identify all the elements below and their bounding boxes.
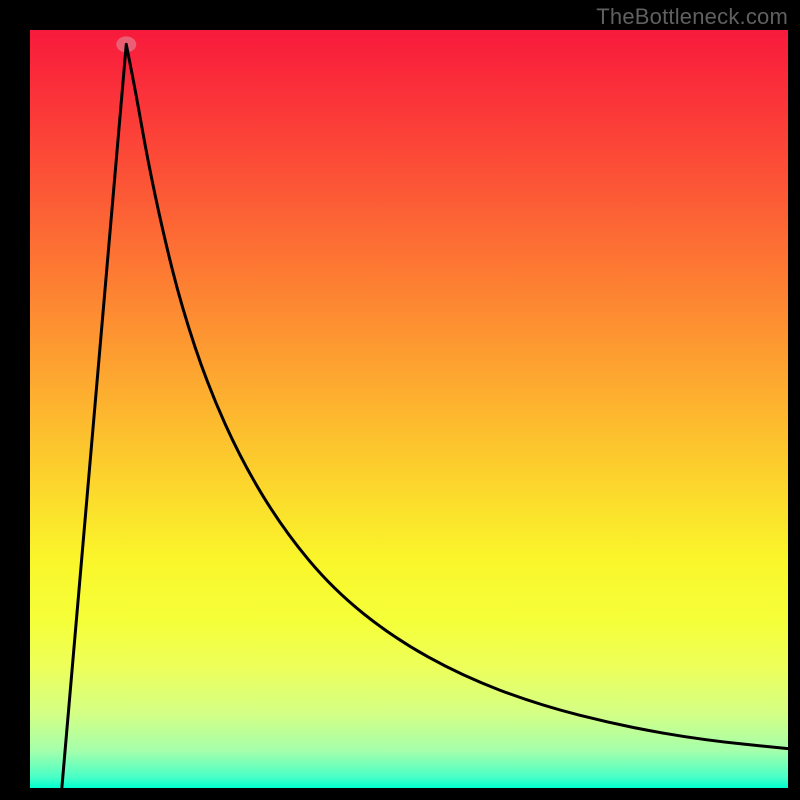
- chart-container: TheBottleneck.com: [0, 0, 800, 800]
- watermark-text: TheBottleneck.com: [596, 4, 788, 30]
- bottleneck-curve-chart: [0, 0, 800, 800]
